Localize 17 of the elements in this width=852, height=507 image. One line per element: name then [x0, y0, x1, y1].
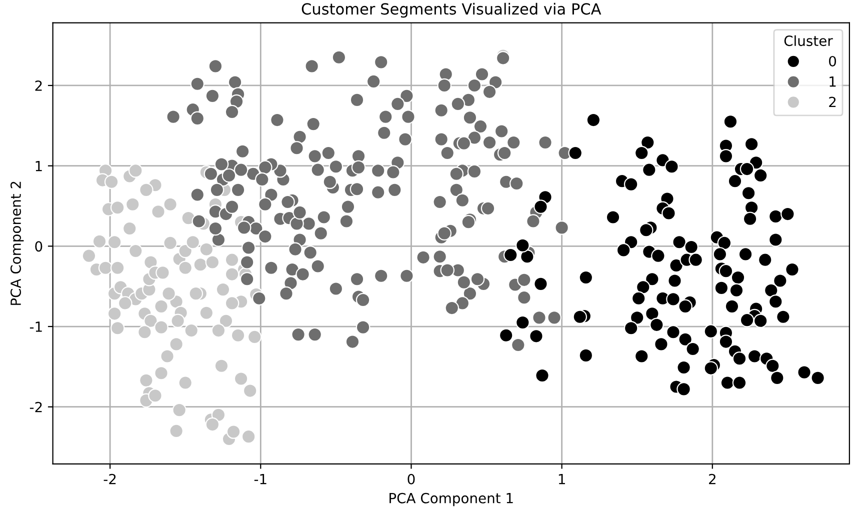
chart-title: Customer Segments Visualized via PCA: [302, 2, 602, 18]
x-tick-label: 1: [558, 474, 565, 484]
y-axis-title: PCA Component 2: [10, 182, 24, 305]
x-tick-label: -1: [254, 474, 266, 484]
y-tick-label: 0: [35, 241, 42, 252]
x-axis-title: PCA Component 1: [390, 492, 513, 506]
x-tick-label: -2: [104, 474, 116, 484]
x-tick-label: 2: [709, 474, 716, 484]
y-tick-label: -2: [30, 402, 42, 412]
y-tick-label: 2: [35, 80, 42, 91]
x-tick-label: 0: [408, 474, 415, 484]
legend-label: 1: [830, 76, 836, 87]
y-tick-label: 1: [36, 160, 42, 172]
legend-label: 0: [829, 56, 836, 66]
legend-title: Cluster: [784, 35, 833, 46]
y-tick-label: -1: [30, 322, 42, 332]
legend-label: 2: [829, 96, 836, 108]
